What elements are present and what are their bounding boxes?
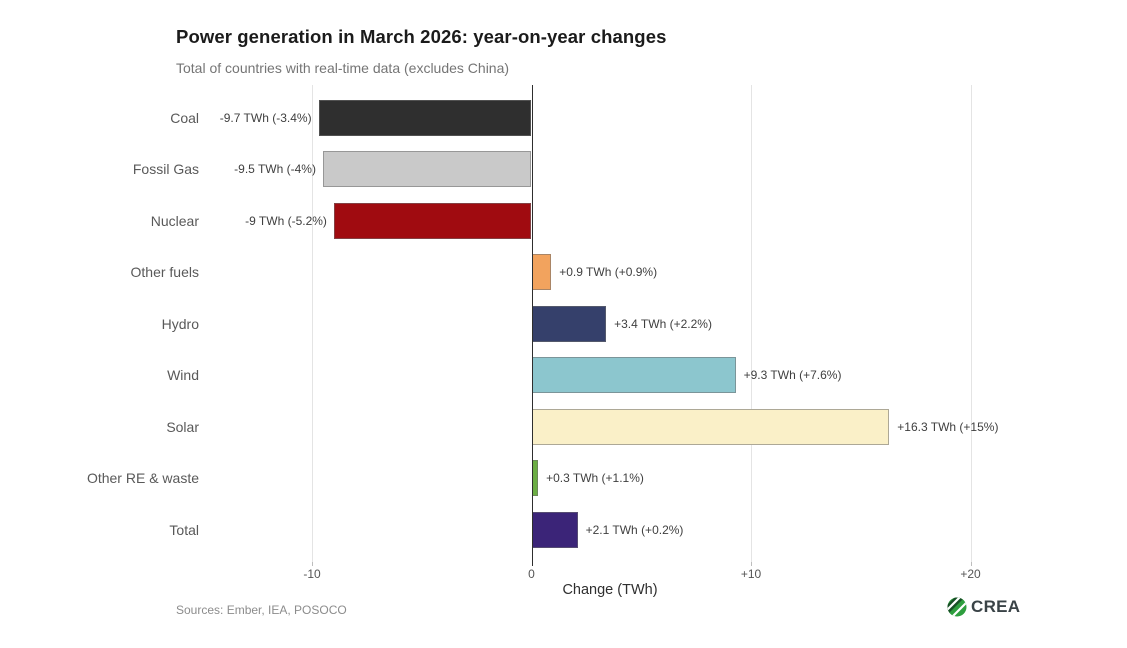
category-label: Hydro xyxy=(161,315,199,332)
bar-total xyxy=(531,511,578,548)
category-label: Nuclear xyxy=(150,212,199,229)
grid-line xyxy=(970,85,972,562)
category-label: Coal xyxy=(170,109,199,126)
value-label: -9.7 TWh (-3.4%) xyxy=(219,110,312,125)
chart-subtitle: Total of countries with real-time data (… xyxy=(176,60,510,76)
value-label: +16.3 TWh (+15%) xyxy=(897,419,999,434)
bar-fossil-gas xyxy=(322,151,532,187)
bar-other-fuels xyxy=(531,254,552,290)
category-label: Total xyxy=(169,521,199,538)
x-tick-label: -10 xyxy=(303,567,321,581)
x-tick-label: +10 xyxy=(740,567,762,581)
x-tick-mark xyxy=(312,562,313,566)
bar-solar xyxy=(531,408,890,445)
value-label: -9 TWh (-5.2%) xyxy=(245,213,327,228)
x-axis-title: Change (TWh) xyxy=(562,582,658,598)
category-label: Solar xyxy=(166,418,199,435)
bar-coal xyxy=(318,99,532,136)
bar-wind xyxy=(531,357,736,393)
crea-logo-icon xyxy=(947,597,967,617)
grid-line xyxy=(751,85,752,562)
value-label: +0.3 TWh (+1.1%) xyxy=(546,471,644,485)
zero-axis-line xyxy=(531,85,534,562)
value-label: +3.4 TWh (+2.2%) xyxy=(614,316,712,331)
value-label: -9.5 TWh (-4%) xyxy=(234,162,316,176)
value-label: +0.9 TWh (+0.9%) xyxy=(559,265,658,279)
crea-logo: CREA xyxy=(947,597,1020,617)
value-label: +2.1 TWh (+0.2%) xyxy=(585,522,684,537)
x-tick-mark xyxy=(531,562,534,566)
category-label: Other RE & waste xyxy=(86,470,199,486)
x-tick-label: +20 xyxy=(960,567,981,581)
sources-note: Sources: Ember, IEA, POSOCO xyxy=(176,603,347,617)
crea-logo-text: CREA xyxy=(971,597,1021,616)
category-label: Fossil Gas xyxy=(132,161,199,177)
chart-title: Power generation in March 2026: year-on-… xyxy=(176,26,667,47)
grid-line xyxy=(312,85,313,562)
x-tick-label: 0 xyxy=(528,567,535,581)
value-label: +9.3 TWh (+7.6%) xyxy=(743,368,842,382)
category-label: Other fuels xyxy=(130,264,199,280)
x-tick-mark xyxy=(970,562,972,566)
category-label: Wind xyxy=(167,367,199,383)
bar-nuclear xyxy=(333,202,532,239)
bar-hydro xyxy=(531,305,607,342)
x-tick-mark xyxy=(751,562,752,566)
